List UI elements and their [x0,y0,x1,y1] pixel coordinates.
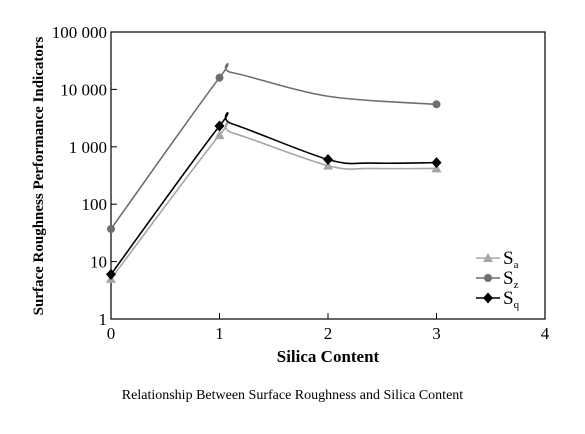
data-point-sz [215,73,224,82]
data-point-sz [107,224,115,233]
x-tick-label: 1 [215,324,224,343]
y-axis: 1 10 100 1 000 10 000 100 000 [52,23,117,329]
y-axis-title: Surface Roughness Performance Indicators [31,36,47,315]
series-layer [106,63,442,283]
x-tick-label: 3 [432,324,441,343]
x-tick-label: 0 [107,324,116,343]
data-point-sq [323,154,333,166]
figure-caption: Relationship Between Surface Roughness a… [121,388,464,403]
series-sq [106,112,442,280]
data-point-sa [323,160,333,170]
y-tick-label: 100 [82,195,108,214]
data-point-sq [214,120,225,132]
y-tick-label: 1 000 [69,138,107,157]
x-axis-title: Silica Content [277,347,380,366]
data-point-sz [432,100,441,109]
series-line-sa [110,121,437,280]
data-point-sq [431,157,442,169]
x-tick-label: 4 [541,324,550,343]
plot-frame [110,31,546,320]
y-tick-label: 10 000 [60,80,107,99]
y-tick-label: 1 [99,310,108,329]
x-tick-label: 2 [324,324,333,343]
legend-label-sq: Sq [503,288,520,311]
y-tick-label: 100 000 [52,23,107,42]
legend-marker-sa [483,253,493,262]
y-tick-label: 10 [90,253,107,272]
series-line-sz [110,63,437,230]
legend-marker-sq [483,292,493,304]
legend-marker-sz [484,274,492,282]
x-axis: 0 1 2 3 4 [107,313,550,343]
series-sa [106,121,442,283]
series-line-sq [110,112,437,275]
series-sz [107,63,441,233]
data-point-sa [214,130,225,140]
data-point-sq [106,268,116,280]
